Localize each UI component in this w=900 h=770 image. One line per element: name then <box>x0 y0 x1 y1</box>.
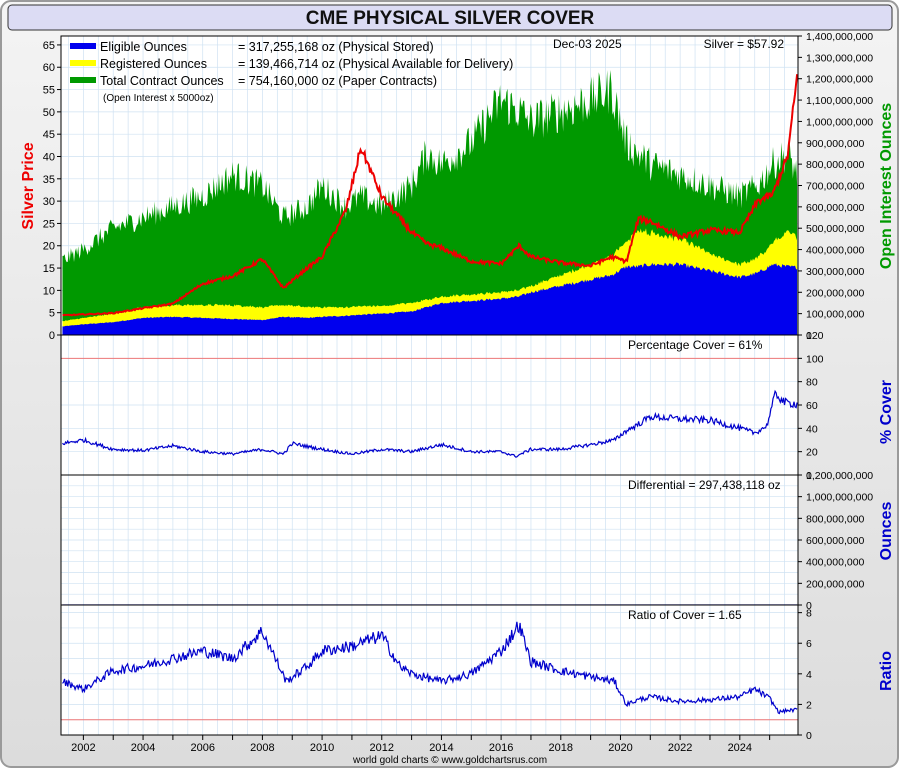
ytick-right-label: 800,000,000 <box>806 513 865 525</box>
legend-swatch-registered <box>70 60 96 66</box>
ytick-left-label: 50 <box>43 107 55 119</box>
xtick-label: 2010 <box>310 742 334 754</box>
ylabel-open-interest: Open Interest Ounces <box>878 103 895 269</box>
ratio-annotation: Ratio of Cover = 1.65 <box>628 608 742 622</box>
ytick-right-label: 400,000,000 <box>806 245 865 257</box>
ytick-left-label: 60 <box>43 62 55 74</box>
percent-cover-annotation: Percentage Cover = 61% <box>628 338 763 352</box>
ytick-right-label: 200,000,000 <box>806 287 865 299</box>
chart-title: CME PHYSICAL SILVER COVER <box>306 8 595 29</box>
ytick-left-label: 55 <box>43 85 55 97</box>
legend-value-total: = 754,160,000 oz (Paper Contracts) <box>238 74 437 88</box>
ytick-right-label: 4 <box>806 669 812 681</box>
xtick-label: 2006 <box>190 742 214 754</box>
ytick-right-label: 100 <box>806 353 824 365</box>
xtick-label: 2004 <box>131 742 155 754</box>
series-percent-cover-line <box>62 389 798 458</box>
plot-border <box>60 35 799 736</box>
ytick-right-label: 500,000,000 <box>806 223 865 235</box>
xtick-label: 2002 <box>71 742 95 754</box>
ytick-left-label: 15 <box>43 263 55 275</box>
ratio-panel <box>61 621 798 721</box>
legend-label-registered: Registered Ounces <box>100 57 207 71</box>
series-eligible-area <box>62 262 798 335</box>
footer-credit: world gold charts © www.goldchartsrus.co… <box>352 755 547 766</box>
xtick-label: 2024 <box>728 742 752 754</box>
axis-ticks: 051015202530354045505560650100,000,00020… <box>43 31 874 754</box>
ytick-left-label: 30 <box>43 196 55 208</box>
ylabel-ounces: Ounces <box>878 502 895 561</box>
ylabel-percent-cover: % Cover <box>878 380 895 444</box>
ytick-right-label: 1,400,000,000 <box>806 31 873 43</box>
legend-value-registered: = 139,466,714 oz (Physical Available for… <box>238 57 513 71</box>
xtick-label: 2018 <box>549 742 573 754</box>
series-silver-price-line <box>62 74 798 317</box>
xtick-label: 2016 <box>489 742 513 754</box>
plot-area <box>61 36 798 735</box>
ytick-right-label: 1,000,000,000 <box>806 116 873 128</box>
ytick-right-label: 300,000,000 <box>806 266 865 278</box>
ylabel-silver-price: Silver Price <box>20 142 37 229</box>
xtick-label: 2014 <box>429 742 453 754</box>
ytick-right-label: 0 <box>806 470 812 482</box>
ytick-left-label: 0 <box>49 330 55 342</box>
ytick-left-label: 25 <box>43 218 55 230</box>
ytick-right-label: 600,000,000 <box>806 535 865 547</box>
ytick-right-label: 6 <box>806 638 812 650</box>
ytick-left-label: 45 <box>43 129 55 141</box>
ytick-right-label: 0 <box>806 730 812 742</box>
series-ratio-line <box>62 621 798 715</box>
main-panel <box>62 70 798 335</box>
legend-note: (Open Interest x 5000oz) <box>103 93 214 104</box>
ytick-right-label: 800,000,000 <box>806 159 865 171</box>
ytick-right-label: 0 <box>806 600 812 612</box>
ytick-right-label: 200,000,000 <box>806 578 865 590</box>
ytick-right-label: 1,100,000,000 <box>806 95 873 107</box>
ylabel-ratio: Ratio <box>878 651 895 691</box>
ytick-right-label: 1,200,000,000 <box>806 470 873 482</box>
legend-swatch-eligible <box>70 43 96 49</box>
ytick-right-label: 60 <box>806 400 818 412</box>
xtick-label: 2020 <box>608 742 632 754</box>
ytick-left-label: 20 <box>43 241 55 253</box>
title-bar <box>7 4 893 31</box>
legend-swatch-total <box>70 77 96 83</box>
ytick-right-label: 1,200,000,000 <box>806 74 873 86</box>
ytick-right-label: 8 <box>806 608 812 620</box>
legend-label-total: Total Contract Ounces <box>100 74 224 88</box>
xtick-label: 2012 <box>370 742 394 754</box>
ytick-right-label: 40 <box>806 423 818 435</box>
ytick-right-label: 700,000,000 <box>806 181 865 193</box>
ytick-right-label: 2 <box>806 699 812 711</box>
ytick-right-label: 80 <box>806 377 818 389</box>
legend: Eligible Ounces = 317,255,168 oz (Physic… <box>70 40 513 104</box>
ytick-right-label: 600,000,000 <box>806 202 865 214</box>
ytick-right-label: 900,000,000 <box>806 138 865 150</box>
xtick-label: 2022 <box>668 742 692 754</box>
legend-value-eligible: = 317,255,168 oz (Physical Stored) <box>238 40 434 54</box>
ytick-right-label: 20 <box>806 447 818 459</box>
ytick-right-label: 1,000,000,000 <box>806 492 873 504</box>
ytick-left-label: 5 <box>49 308 55 320</box>
percent-cover-panel <box>61 357 798 458</box>
xtick-label: 2008 <box>250 742 274 754</box>
ytick-right-label: 100,000,000 <box>806 309 865 321</box>
ytick-left-label: 65 <box>43 40 55 52</box>
ytick-right-label: 0 <box>806 330 812 342</box>
ytick-right-label: 400,000,000 <box>806 557 865 569</box>
ytick-left-label: 10 <box>43 285 55 297</box>
price-label: Silver = $57.92 <box>704 37 785 51</box>
ytick-right-label: 120 <box>806 330 824 342</box>
ytick-right-label: 1,300,000,000 <box>806 52 873 64</box>
differential-annotation: Differential = 297,438,118 oz <box>628 478 781 492</box>
ytick-left-label: 35 <box>43 174 55 186</box>
date-label: Dec-03 2025 <box>553 37 622 51</box>
legend-label-eligible: Eligible Ounces <box>100 40 187 54</box>
ytick-left-label: 40 <box>43 151 55 163</box>
